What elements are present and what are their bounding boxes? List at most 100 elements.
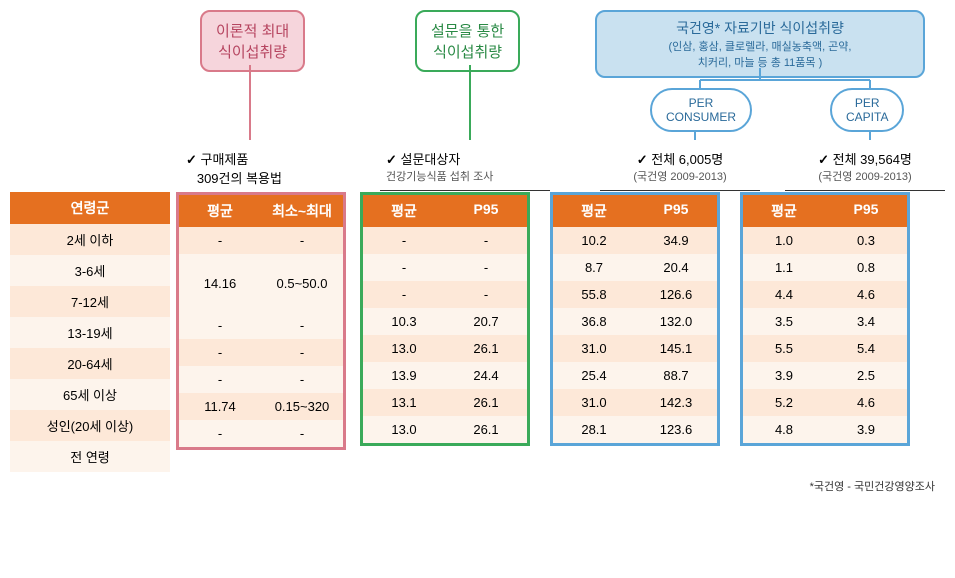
- footnote: *국건영 - 국민건강영양조사: [10, 478, 945, 494]
- info-green-l1: 설문대상자: [386, 152, 460, 167]
- age-row: 전 연령: [10, 441, 170, 472]
- age-row: 2세 이하: [10, 224, 170, 255]
- data-cell: -: [261, 339, 343, 366]
- age-row: 20-64세: [10, 348, 170, 379]
- data-cell: 2.5: [825, 362, 907, 389]
- data-cell: -: [445, 281, 527, 308]
- info-blue2-l1: 전체 39,564명: [818, 152, 912, 167]
- data-cell: 13.0: [363, 335, 445, 362]
- data-cell: 0.8: [825, 254, 907, 281]
- label-blue-title: 국건영* 자료기반 식이섭취량: [605, 18, 915, 38]
- data-cell: 13.9: [363, 362, 445, 389]
- data-cell: 5.4: [825, 335, 907, 362]
- data-cell: 10.2: [553, 227, 635, 254]
- age-column: 연령군 2세 이하3-6세7-12세13-19세20-64세65세 이상성인(2…: [10, 192, 170, 472]
- data-cell: 10.3: [363, 308, 445, 335]
- age-row: 7-12세: [10, 286, 170, 317]
- info-blue1: 전체 6,005명 (국건영 2009-2013): [600, 145, 760, 191]
- data-cell: 3.4: [825, 308, 907, 335]
- info-pink: 구매제품 309건의 복용법: [180, 145, 335, 194]
- data-cell: 24.4: [445, 362, 527, 389]
- data-cell: 132.0: [635, 308, 717, 335]
- data-cell: -: [363, 254, 445, 281]
- data-cell: 26.1: [445, 335, 527, 362]
- data-cell: -: [261, 366, 343, 393]
- label-green-l1: 설문을 통한: [431, 20, 504, 41]
- hdr-avg-pink: 평균: [179, 195, 261, 227]
- data-cell: 13.1: [363, 389, 445, 416]
- data-cell: 5.2: [743, 389, 825, 416]
- data-cell: 88.7: [635, 362, 717, 389]
- data-cell: 31.0: [553, 389, 635, 416]
- green-block: 평균 P95 ------10.320.713.026.113.924.413.…: [360, 192, 530, 472]
- data-cell: -: [445, 227, 527, 254]
- info-blue2-l2: (국건영 2009-2013): [818, 171, 911, 183]
- data-cell: 4.8: [743, 416, 825, 443]
- data-cell: 14.16: [179, 254, 261, 312]
- info-green-l2: 건강기능식품 섭취 조사: [386, 171, 493, 183]
- hdr-avg-blue1: 평균: [553, 195, 635, 227]
- data-cell: -: [179, 366, 261, 393]
- data-cell: 20.4: [635, 254, 717, 281]
- data-cell: -: [261, 420, 343, 447]
- label-pink-l2: 식이섭취량: [216, 41, 289, 62]
- data-cell: 20.7: [445, 308, 527, 335]
- hdr-avg-blue2: 평균: [743, 195, 825, 227]
- data-cell: -: [445, 254, 527, 281]
- data-cell: 0.5~50.0: [261, 254, 343, 312]
- data-cell: 0.15~320: [261, 393, 343, 420]
- data-cell: 4.4: [743, 281, 825, 308]
- data-cell: 25.4: [553, 362, 635, 389]
- data-cell: 4.6: [825, 389, 907, 416]
- age-row: 3-6세: [10, 255, 170, 286]
- data-cell: -: [363, 281, 445, 308]
- label-blue-sub1: (인삼, 홍삼, 클로렐라, 매실농축액, 곤약,: [605, 38, 915, 54]
- hdr-p95-blue2: P95: [825, 195, 907, 227]
- data-cell: 55.8: [553, 281, 635, 308]
- hdr-age: 연령군: [10, 192, 170, 224]
- data-cell: 36.8: [553, 308, 635, 335]
- data-cell: 123.6: [635, 416, 717, 443]
- label-pink-l1: 이론적 최대: [216, 20, 289, 41]
- data-cell: -: [261, 312, 343, 339]
- data-cell: 0.3: [825, 227, 907, 254]
- data-cell: 28.1: [553, 416, 635, 443]
- data-cell: -: [179, 312, 261, 339]
- data-cell: 3.9: [743, 362, 825, 389]
- data-cell: 4.6: [825, 281, 907, 308]
- info-row: 구매제품 309건의 복용법 설문대상자 건강기능식품 섭취 조사 전체 6,0…: [170, 110, 945, 170]
- data-cell: -: [363, 227, 445, 254]
- data-cell: -: [179, 227, 261, 254]
- data-cell: 26.1: [445, 416, 527, 443]
- data-cell: 145.1: [635, 335, 717, 362]
- age-row: 13-19세: [10, 317, 170, 348]
- label-pink: 이론적 최대 식이섭취량: [200, 10, 305, 72]
- info-blue1-l2: (국건영 2009-2013): [633, 171, 726, 183]
- hdr-p95-green: P95: [445, 195, 527, 227]
- age-row: 65세 이상: [10, 379, 170, 410]
- data-cell: 31.0: [553, 335, 635, 362]
- label-green: 설문을 통한 식이섭취량: [415, 10, 520, 72]
- pink-block: 평균 최소~최대 --14.160.5~50.0------11.740.15~…: [176, 192, 346, 472]
- data-cell: -: [261, 227, 343, 254]
- data-cell: 3.9: [825, 416, 907, 443]
- label-blue: 국건영* 자료기반 식이섭취량 (인삼, 홍삼, 클로렐라, 매실농축액, 곤약…: [595, 10, 925, 78]
- data-table: 연령군 2세 이하3-6세7-12세13-19세20-64세65세 이상성인(2…: [10, 192, 945, 472]
- data-cell: 11.74: [179, 393, 261, 420]
- info-green: 설문대상자 건강기능식품 섭취 조사: [380, 145, 550, 191]
- data-cell: 126.6: [635, 281, 717, 308]
- hdr-p95-blue1: P95: [635, 195, 717, 227]
- data-cell: 1.1: [743, 254, 825, 281]
- label-green-l2: 식이섭취량: [431, 41, 504, 62]
- info-blue2: 전체 39,564명 (국건영 2009-2013): [785, 145, 945, 191]
- age-row: 성인(20세 이상): [10, 410, 170, 441]
- data-cell: 34.9: [635, 227, 717, 254]
- blue2-block: 평균 P95 1.00.31.10.84.44.63.53.45.55.43.9…: [740, 192, 910, 472]
- label-blue-sub2: 치커리, 마늘 등 총 11품목 ): [605, 54, 915, 70]
- data-cell: 13.0: [363, 416, 445, 443]
- data-cell: -: [179, 420, 261, 447]
- data-cell: 8.7: [553, 254, 635, 281]
- data-cell: -: [179, 339, 261, 366]
- data-cell: 26.1: [445, 389, 527, 416]
- hdr-avg-green: 평균: [363, 195, 445, 227]
